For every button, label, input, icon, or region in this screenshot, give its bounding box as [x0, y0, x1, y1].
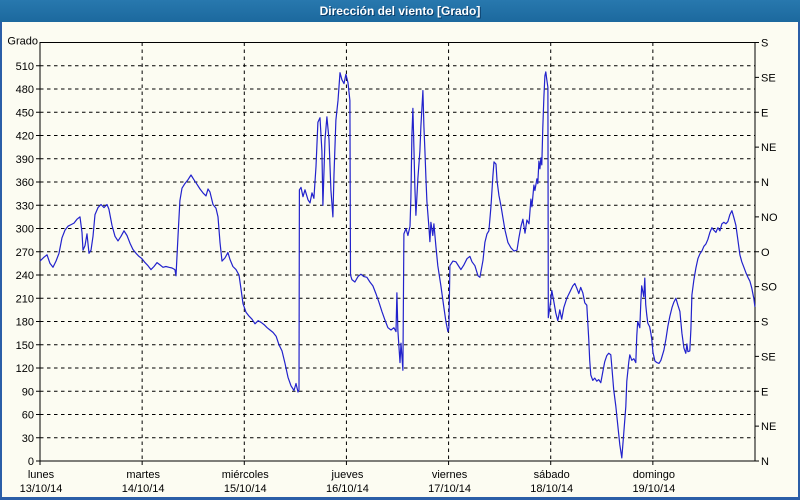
y-axis-tick-label: 390 — [16, 154, 34, 166]
compass-tick-label: NO — [761, 212, 778, 224]
day-label: martes — [126, 469, 160, 481]
titlebar: Dirección del viento [Grado] — [0, 0, 800, 22]
y-axis-tick-label: 90 — [22, 386, 34, 398]
date-label: 15/10/14 — [224, 483, 267, 495]
compass-tick-label: N — [761, 456, 769, 468]
compass-tick-label: S — [761, 38, 768, 50]
compass-tick-label: E — [761, 107, 768, 119]
compass-tick-label: NE — [761, 142, 776, 154]
day-label: sábado — [534, 469, 570, 481]
y-axis-tick-label: 0 — [28, 456, 34, 468]
date-label: 16/10/14 — [326, 483, 369, 495]
wind-direction-chart: 0 30 60 90 120 150 180 210 240 270 300 330 360 390 420… — [7, 36, 778, 496]
y-axis-tick-label: 420 — [16, 131, 34, 143]
compass-tick-label: SO — [761, 282, 777, 294]
date-label: 17/10/14 — [428, 483, 471, 495]
y-axis-tick-label: 300 — [16, 224, 34, 236]
day-label: lunes — [28, 469, 55, 481]
compass-tick-label: SE — [761, 351, 776, 363]
y-axis-title: Grado — [7, 36, 38, 48]
y-axis-tick-label: 360 — [16, 177, 34, 189]
y-axis-tick-label: 210 — [16, 293, 34, 305]
y-axis-tick-label: 120 — [16, 363, 34, 375]
wind-direction-line — [39, 71, 756, 459]
y-axis-tick-label: 330 — [16, 200, 34, 212]
y-axis-tick-label: 510 — [16, 61, 34, 73]
compass-tick-label: NE — [761, 421, 776, 433]
y-axis-tick-label: 450 — [16, 107, 34, 119]
y-axis-tick-label: 480 — [16, 84, 34, 96]
compass-tick-label: O — [761, 247, 770, 259]
day-label: miércoles — [222, 469, 270, 481]
y-axis-tick-label: 30 — [22, 433, 34, 445]
chart-area: 0 30 60 90 120 150 180 210 240 270 300 330 360 390 420… — [2, 22, 798, 497]
day-label: jueves — [331, 469, 364, 481]
compass-tick-label: S — [761, 317, 768, 329]
day-label: domingo — [633, 469, 675, 481]
day-label: viernes — [432, 469, 468, 481]
date-label: 13/10/14 — [20, 483, 63, 495]
date-label: 14/10/14 — [122, 483, 165, 495]
date-label: 19/10/14 — [632, 483, 675, 495]
window-title: Dirección del viento [Grado] — [319, 4, 481, 18]
y-axis-tick-label: 60 — [22, 410, 34, 422]
y-axis-tick-label: 150 — [16, 340, 34, 352]
y-axis-tick-label: 180 — [16, 317, 34, 329]
compass-tick-label: E — [761, 386, 768, 398]
compass-tick-label: N — [761, 177, 769, 189]
date-label: 18/10/14 — [530, 483, 573, 495]
y-axis-tick-label: 240 — [16, 270, 34, 282]
y-axis-tick-label: 270 — [16, 247, 34, 259]
compass-tick-label: SE — [761, 72, 776, 84]
